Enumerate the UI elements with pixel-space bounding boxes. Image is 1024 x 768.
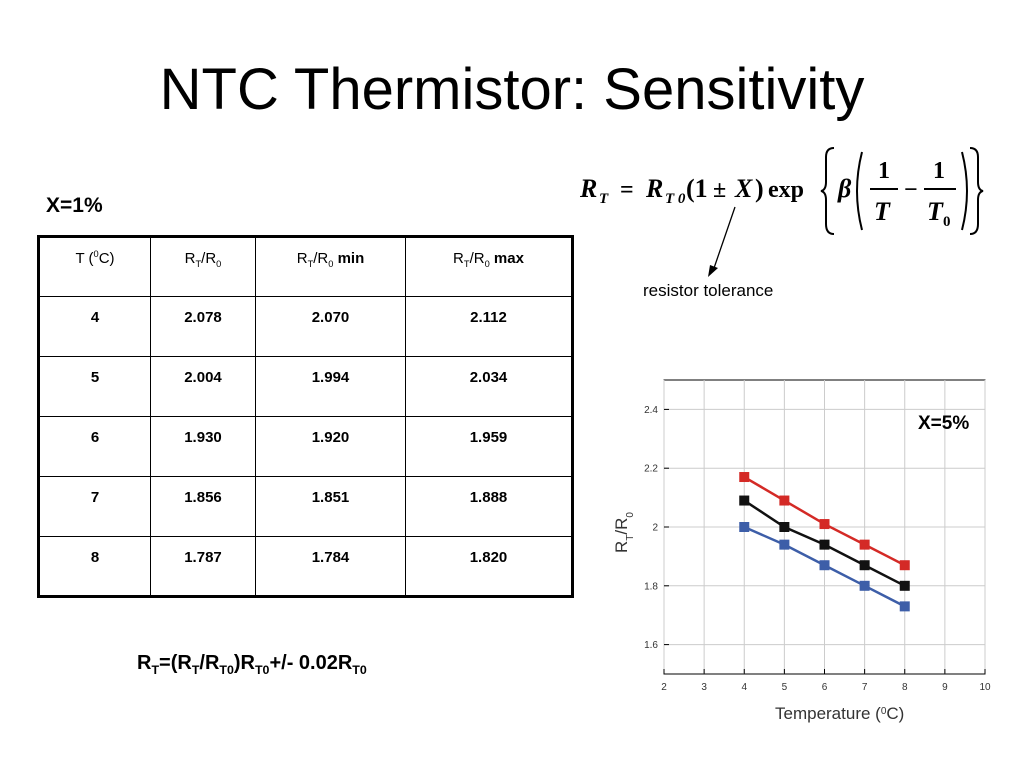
table-row: 4 2.078 2.070 2.112 [38, 296, 573, 357]
eq-den-t0: T [927, 197, 944, 226]
chart-data-point [899, 601, 910, 612]
chart-x-tick-label: 2 [661, 682, 667, 693]
tolerance-arrow [708, 206, 736, 277]
chart-data-point [859, 580, 870, 591]
chart-y-tick-label: 2.4 [644, 405, 658, 416]
eq-paren-right [961, 151, 968, 231]
chart-data-point [739, 495, 750, 506]
table-cell: 1.856 [150, 476, 256, 537]
table-cell: 7 [38, 476, 151, 537]
chart-y-axis-label: RT/R0 [612, 512, 636, 553]
eq-pm: ± [713, 177, 726, 203]
header-ratio-max: RT/R0 max [405, 236, 573, 297]
chart-x-tick-label: 8 [902, 682, 908, 693]
eq-paren-left [856, 151, 863, 231]
sensitivity-table: T (0C) RT/R0 RT/R0 min RT/R0 max 4 2.078… [37, 235, 574, 598]
eq-lhs-sub: T [599, 191, 609, 207]
chart-title: X=5% [918, 413, 969, 434]
eq-lhs: R [579, 174, 597, 203]
eq-den-t: T [874, 197, 891, 226]
table-cell: 1.920 [255, 416, 406, 477]
eq-r0-sub: T 0 [665, 191, 686, 207]
eq-paren-open: (1 [686, 174, 708, 203]
chart-data-point [819, 539, 830, 550]
table-header-row: T (0C) RT/R0 RT/R0 min RT/R0 max [38, 236, 573, 297]
table-cell: 2.070 [255, 296, 406, 357]
tolerance-x-label: X=1% [46, 194, 103, 217]
chart-x-tick-label: 10 [979, 682, 991, 693]
table-row: 8 1.787 1.784 1.820 [38, 536, 573, 597]
eq-brace-left [820, 147, 835, 235]
chart-y-tick-label: 1.8 [644, 581, 658, 592]
eq-x: X [734, 174, 753, 203]
table-row: 5 2.004 1.994 2.034 [38, 356, 573, 417]
table-row: 7 1.856 1.851 1.888 [38, 476, 573, 537]
eq-equals: = [620, 177, 634, 203]
table-cell: 4 [38, 296, 151, 357]
tolerance-note: resistor tolerance [643, 281, 774, 300]
table-cell: 6 [38, 416, 151, 477]
table-cell: 1.994 [255, 356, 406, 417]
chart-data-point [819, 560, 830, 571]
table-cell: 8 [38, 536, 151, 597]
chart-y-tick-label: 2 [652, 523, 658, 534]
sensitivity-chart: 2 3 4 5 6 7 8 9 10 1.6 1.8 2 2.2 2.4 X=5% Temperature… [612, 379, 991, 723]
eq-minus: − [904, 177, 918, 203]
chart-y-tick-label: 1.6 [644, 640, 658, 651]
chart-x-tick-label: 6 [822, 682, 828, 693]
header-ratio: RT/R0 [150, 236, 256, 297]
chart-data-point [779, 495, 790, 506]
eq-den-t0-sub: 0 [943, 214, 951, 230]
chart-x-axis-label: Temperature (0C) [775, 704, 904, 723]
chart-data-point [899, 560, 910, 571]
chart-data-point [859, 560, 870, 571]
chart-series [739, 472, 910, 612]
table-cell: 1.820 [405, 536, 573, 597]
chart-x-tick-label: 9 [942, 682, 948, 693]
chart-data-point [739, 522, 750, 532]
table-cell: 2.034 [405, 356, 573, 417]
chart-data-point [779, 539, 790, 550]
table-cell: 1.787 [150, 536, 256, 597]
header-ratio-min: RT/R0 min [255, 236, 406, 297]
table-cell: 1.930 [150, 416, 256, 477]
header-temperature: T (0C) [38, 236, 151, 297]
table-cell: 1.888 [405, 476, 573, 537]
chart-ticks: 2 3 4 5 6 7 8 9 10 1.6 1.8 2 2.2 2.4 [644, 405, 991, 693]
eq-num-a: 1 [878, 158, 890, 184]
eq-beta: β [837, 174, 852, 203]
chart-x-tick-label: 3 [701, 682, 707, 693]
eq-r0: R [645, 174, 663, 203]
chart-y-tick-label: 2.2 [644, 464, 658, 475]
table-row: 6 1.930 1.920 1.959 [38, 416, 573, 477]
chart-data-point [779, 522, 790, 532]
eq-exp: exp [768, 177, 804, 203]
chart-x-tick-label: 4 [741, 682, 747, 693]
slide-title: NTC Thermistor: Sensitivity [159, 57, 865, 122]
eq-num-b: 1 [933, 158, 945, 184]
tolerance-formula: RT=(RT/RT0)RT0+/- 0.02RT0 [137, 652, 367, 677]
chart-data-point [899, 580, 910, 591]
table-cell: 5 [38, 356, 151, 417]
chart-data-point [819, 519, 830, 530]
thermistor-equation: R T = R T 0 (1 ± X ) exp β 1 T − 1 T 0 [579, 147, 984, 235]
table-cell: 1.851 [255, 476, 406, 537]
chart-data-point [739, 472, 750, 483]
chart-grid [663, 380, 986, 674]
table-cell: 1.784 [255, 536, 406, 597]
table-cell: 1.959 [405, 416, 573, 477]
table-cell: 2.078 [150, 296, 256, 357]
table-cell: 2.112 [405, 296, 573, 357]
eq-brace-right [969, 147, 984, 235]
table-cell: 2.004 [150, 356, 256, 417]
chart-data-point [859, 539, 870, 550]
chart-x-tick-label: 5 [782, 682, 788, 693]
chart-x-tick-label: 7 [862, 682, 868, 693]
eq-paren-close: ) [755, 174, 764, 203]
